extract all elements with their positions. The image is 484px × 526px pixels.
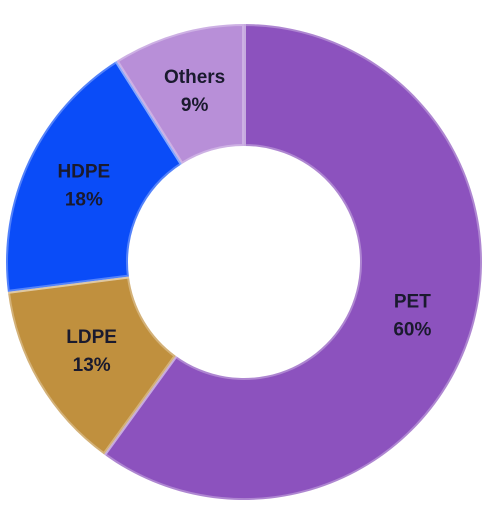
donut-slice [114,22,246,167]
slice-value-label: 13% [73,355,111,376]
slice-value-label: 18% [65,190,103,211]
slice-label: PET [394,292,431,313]
slice-value-label: 9% [181,95,209,116]
slice-label: HDPE [57,162,110,183]
donut-slice [4,59,184,294]
slice-label: Others [164,67,225,88]
donut-slice [5,274,178,457]
donut-slice [102,22,484,502]
slice-label: LDPE [66,327,117,348]
slice-value-label: 60% [393,320,431,341]
